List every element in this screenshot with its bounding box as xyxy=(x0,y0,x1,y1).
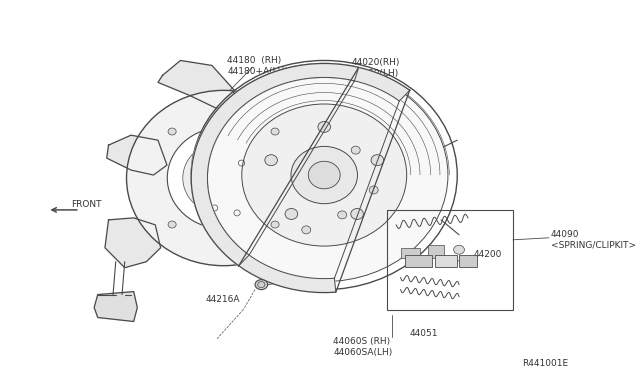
Ellipse shape xyxy=(265,155,277,166)
Ellipse shape xyxy=(454,245,465,254)
Ellipse shape xyxy=(200,68,448,282)
Ellipse shape xyxy=(168,128,176,135)
Ellipse shape xyxy=(318,121,330,132)
Ellipse shape xyxy=(271,221,279,228)
Ellipse shape xyxy=(369,186,378,194)
Ellipse shape xyxy=(351,146,360,154)
Bar xyxy=(387,210,513,310)
Ellipse shape xyxy=(351,208,364,219)
Text: 44216A: 44216A xyxy=(205,295,240,304)
Text: 44051: 44051 xyxy=(410,330,438,339)
Bar xyxy=(428,245,444,258)
Bar xyxy=(459,255,477,267)
Text: 44060S (RH)
44060SA(LH): 44060S (RH) 44060SA(LH) xyxy=(333,337,392,357)
Ellipse shape xyxy=(285,208,298,219)
Polygon shape xyxy=(158,61,234,108)
Polygon shape xyxy=(191,64,358,266)
Ellipse shape xyxy=(302,226,311,234)
Polygon shape xyxy=(105,218,161,268)
Ellipse shape xyxy=(371,155,383,166)
Text: 44090
<SPRING/CLIPKIT>: 44090 <SPRING/CLIPKIT> xyxy=(550,230,636,249)
Bar xyxy=(401,248,420,258)
Polygon shape xyxy=(107,135,167,175)
Bar xyxy=(435,255,457,267)
Ellipse shape xyxy=(183,141,264,215)
Ellipse shape xyxy=(271,128,279,135)
Ellipse shape xyxy=(255,280,268,290)
Ellipse shape xyxy=(338,211,347,219)
Text: 44180  (RH)
44180+A(LH): 44180 (RH) 44180+A(LH) xyxy=(227,57,288,76)
Ellipse shape xyxy=(242,104,406,246)
Bar xyxy=(405,255,432,267)
Ellipse shape xyxy=(168,221,176,228)
Polygon shape xyxy=(191,64,410,292)
Ellipse shape xyxy=(291,147,358,204)
Polygon shape xyxy=(94,292,138,321)
Text: R441001E: R441001E xyxy=(522,359,568,368)
Ellipse shape xyxy=(127,90,321,266)
Ellipse shape xyxy=(167,127,280,229)
Text: 44200: 44200 xyxy=(474,250,502,259)
Text: 44020(RH)
44030(LH): 44020(RH) 44030(LH) xyxy=(351,58,399,78)
Ellipse shape xyxy=(308,161,340,189)
Text: FRONT: FRONT xyxy=(71,200,101,209)
